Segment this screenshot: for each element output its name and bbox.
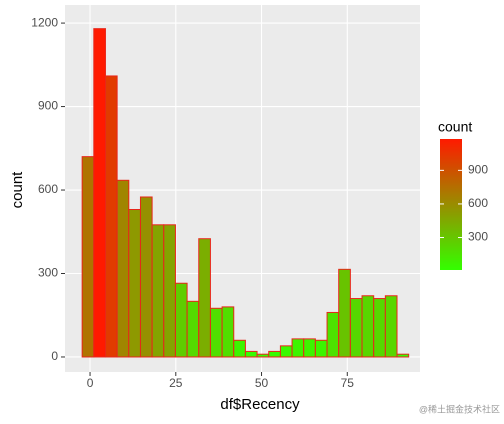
- x-tick-label: 25: [169, 376, 183, 390]
- y-tick-label: 1200: [31, 15, 58, 29]
- bar: [186, 300, 200, 358]
- bar: [314, 339, 328, 358]
- x-tick-label: 0: [87, 376, 94, 390]
- x-tick-label: 50: [255, 376, 269, 390]
- bar: [291, 338, 305, 358]
- legend-label: 600: [468, 196, 488, 210]
- bar: [163, 224, 176, 358]
- bar: [361, 295, 375, 358]
- bar: [326, 311, 340, 358]
- bar: [209, 307, 223, 358]
- bar: [256, 353, 270, 358]
- legend-label: 900: [468, 163, 488, 177]
- bar: [81, 156, 95, 358]
- bar: [221, 306, 235, 358]
- x-tick-label: 75: [341, 376, 355, 390]
- legend-title: count: [438, 119, 472, 135]
- bar: [268, 350, 281, 358]
- bar: [128, 209, 141, 358]
- bar: [233, 339, 246, 358]
- bar: [338, 268, 351, 358]
- bar: [303, 338, 316, 358]
- bar: [198, 238, 211, 358]
- y-tick-label: 900: [38, 99, 58, 113]
- bar: [244, 350, 258, 358]
- bar: [349, 298, 363, 358]
- bar: [104, 75, 118, 358]
- bar: [93, 28, 106, 358]
- y-axis-title: count: [9, 171, 26, 209]
- bar: [151, 224, 165, 358]
- bar: [373, 298, 386, 358]
- bar: [116, 179, 130, 358]
- y-tick-label: 0: [51, 349, 58, 363]
- bar: [396, 353, 410, 358]
- bar: [279, 345, 293, 358]
- colorbar: [440, 139, 462, 270]
- legend-label: 300: [468, 230, 488, 244]
- bar: [139, 196, 153, 358]
- y-tick-label: 300: [38, 266, 58, 280]
- bar: [174, 282, 188, 358]
- bar: [384, 295, 398, 358]
- y-tick-label: 600: [38, 182, 58, 196]
- x-axis-title: df$Recency: [220, 396, 300, 413]
- watermark: @稀土掘金技术社区: [419, 403, 500, 414]
